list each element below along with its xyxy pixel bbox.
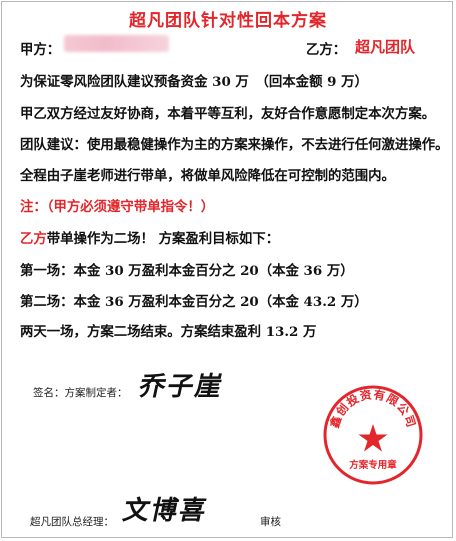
capital-line: 为保证零风险团队建议预备资金 30 万 （回本金额 9 万） [20, 74, 368, 90]
manager-signature: 文博喜 [120, 496, 211, 526]
planner-sign-label: 签名：方案制定者： [33, 387, 128, 399]
manager-label: 超凡团队总经理： [30, 516, 114, 528]
agreement-line: 甲乙双方经过友好协商，本着平等互利，友好合作意愿制定本次方案。 [20, 106, 436, 122]
warning-note: 注：（甲方必须遵守带单指令！） [20, 199, 215, 215]
party-b-label: 乙方： [306, 42, 347, 58]
session-2-line: 第二场：本金 36 万盈利本金百分之 20（本金 43.2 万） [20, 294, 368, 310]
party-b-name: 超凡团队 [355, 38, 416, 56]
party-a-label: 甲方： [20, 42, 61, 58]
party-b-inline: 乙方 [20, 231, 47, 247]
document-title: 超凡团队针对性回本方案 [129, 11, 327, 31]
redacted-party-a-name [64, 35, 169, 52]
team-advice-line: 团队建议：使用最稳健操作为主的方案来操作，不去进行任何激进操作。 [20, 137, 449, 153]
planner-signature: 乔子崖 [136, 372, 227, 402]
seal-arc-text: 鑫创投资有限公司 [327, 387, 418, 430]
company-seal: 鑫创投资有限公司 方案专用章 [323, 385, 423, 485]
seal-star-icon [358, 424, 388, 452]
summary-line: 两天一场，方案二场结束。方案结束盈利 13.2 万 [20, 324, 317, 340]
session-1-line: 第一场：本金 30 万盈利本金百分之 20（本金 36 万） [20, 263, 354, 279]
seal-bottom-text: 方案专用章 [349, 459, 397, 471]
teacher-line: 全程由子崖老师进行带单，将做单风险降低在可控制的范围内。 [20, 168, 395, 184]
sessions-intro-text: 带单操作为二场！ 方案盈利目标如下： [46, 231, 280, 247]
review-label: 审核 [260, 516, 281, 528]
seal-ring [323, 385, 423, 485]
svg-text:鑫创投资有限公司: 鑫创投资有限公司 [327, 387, 419, 430]
sessions-intro-line: 乙方带单操作为二场！ 方案盈利目标如下： [20, 227, 279, 247]
